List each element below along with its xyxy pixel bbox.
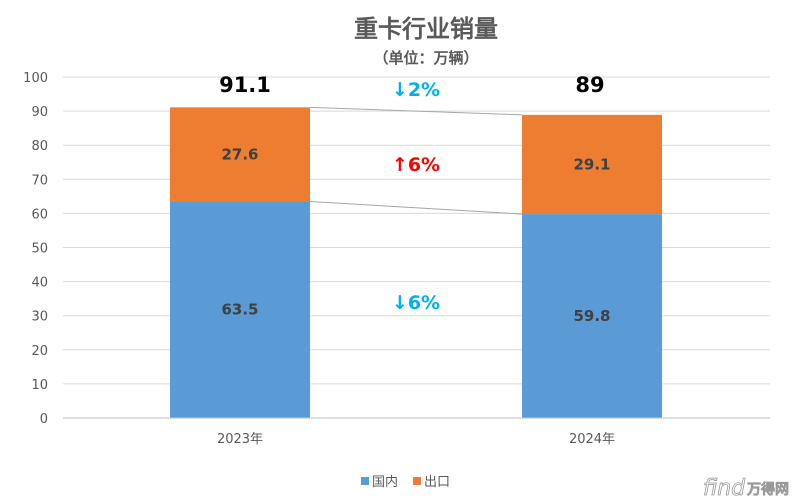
segment-labels: 63.5 27.6 59.8 29.1 <box>221 145 610 325</box>
data-label: 59.8 <box>573 307 610 325</box>
y-tick-label: 0 <box>40 412 48 427</box>
domestic-change-annotation: ↓6% <box>392 292 440 314</box>
y-tick-label: 60 <box>31 207 48 222</box>
gridlines <box>63 76 770 419</box>
watermark-cjk: 万得网 <box>746 481 789 498</box>
connector-line-total <box>309 106 523 116</box>
y-tick-label: 20 <box>31 344 48 359</box>
bar-export-1 <box>522 114 662 215</box>
chart-title: 重卡行业销量 <box>354 15 498 43</box>
bar-domestic-0 <box>170 201 310 418</box>
total-label: 91.1 <box>219 73 271 97</box>
y-tick-label: 100 <box>23 71 48 86</box>
connector-lines <box>309 106 523 215</box>
x-axis: 2023年 2024年 <box>63 417 770 447</box>
bar-domestic-1 <box>522 214 662 418</box>
export-change-annotation: ↑6% <box>392 154 440 176</box>
legend-swatch-export <box>413 477 421 485</box>
y-tick-label: 80 <box>31 139 48 154</box>
legend: 国内 出口 <box>361 474 450 490</box>
legend-label-domestic: 国内 <box>372 474 398 490</box>
data-label: 63.5 <box>221 301 258 319</box>
total-change-annotation: ↓2% <box>392 79 440 101</box>
y-tick-label: 30 <box>31 310 48 325</box>
watermark-latin: find <box>703 476 746 501</box>
total-labels: 91.1 89 <box>219 73 605 97</box>
data-label: 29.1 <box>573 155 610 173</box>
bar-export-0 <box>170 107 310 202</box>
total-label: 89 <box>575 73 604 97</box>
y-tick-label: 50 <box>31 242 48 257</box>
watermark: find 万得网 <box>703 476 790 502</box>
data-label: 27.6 <box>221 145 258 163</box>
connector-line-domestic <box>309 200 523 215</box>
y-axis: 0 10 20 30 40 50 60 70 80 90 100 <box>23 71 48 427</box>
chart-subtitle: （单位：万辆） <box>373 49 478 67</box>
legend-label-export: 出口 <box>424 475 450 490</box>
y-tick-label: 90 <box>31 105 48 120</box>
x-tick-label: 2024年 <box>569 432 615 447</box>
legend-swatch-domestic <box>361 477 369 485</box>
x-tick-label: 2023年 <box>217 432 263 447</box>
y-tick-label: 70 <box>31 173 48 188</box>
y-tick-label: 10 <box>31 378 48 393</box>
bars <box>170 107 662 418</box>
y-tick-label: 40 <box>31 276 48 291</box>
